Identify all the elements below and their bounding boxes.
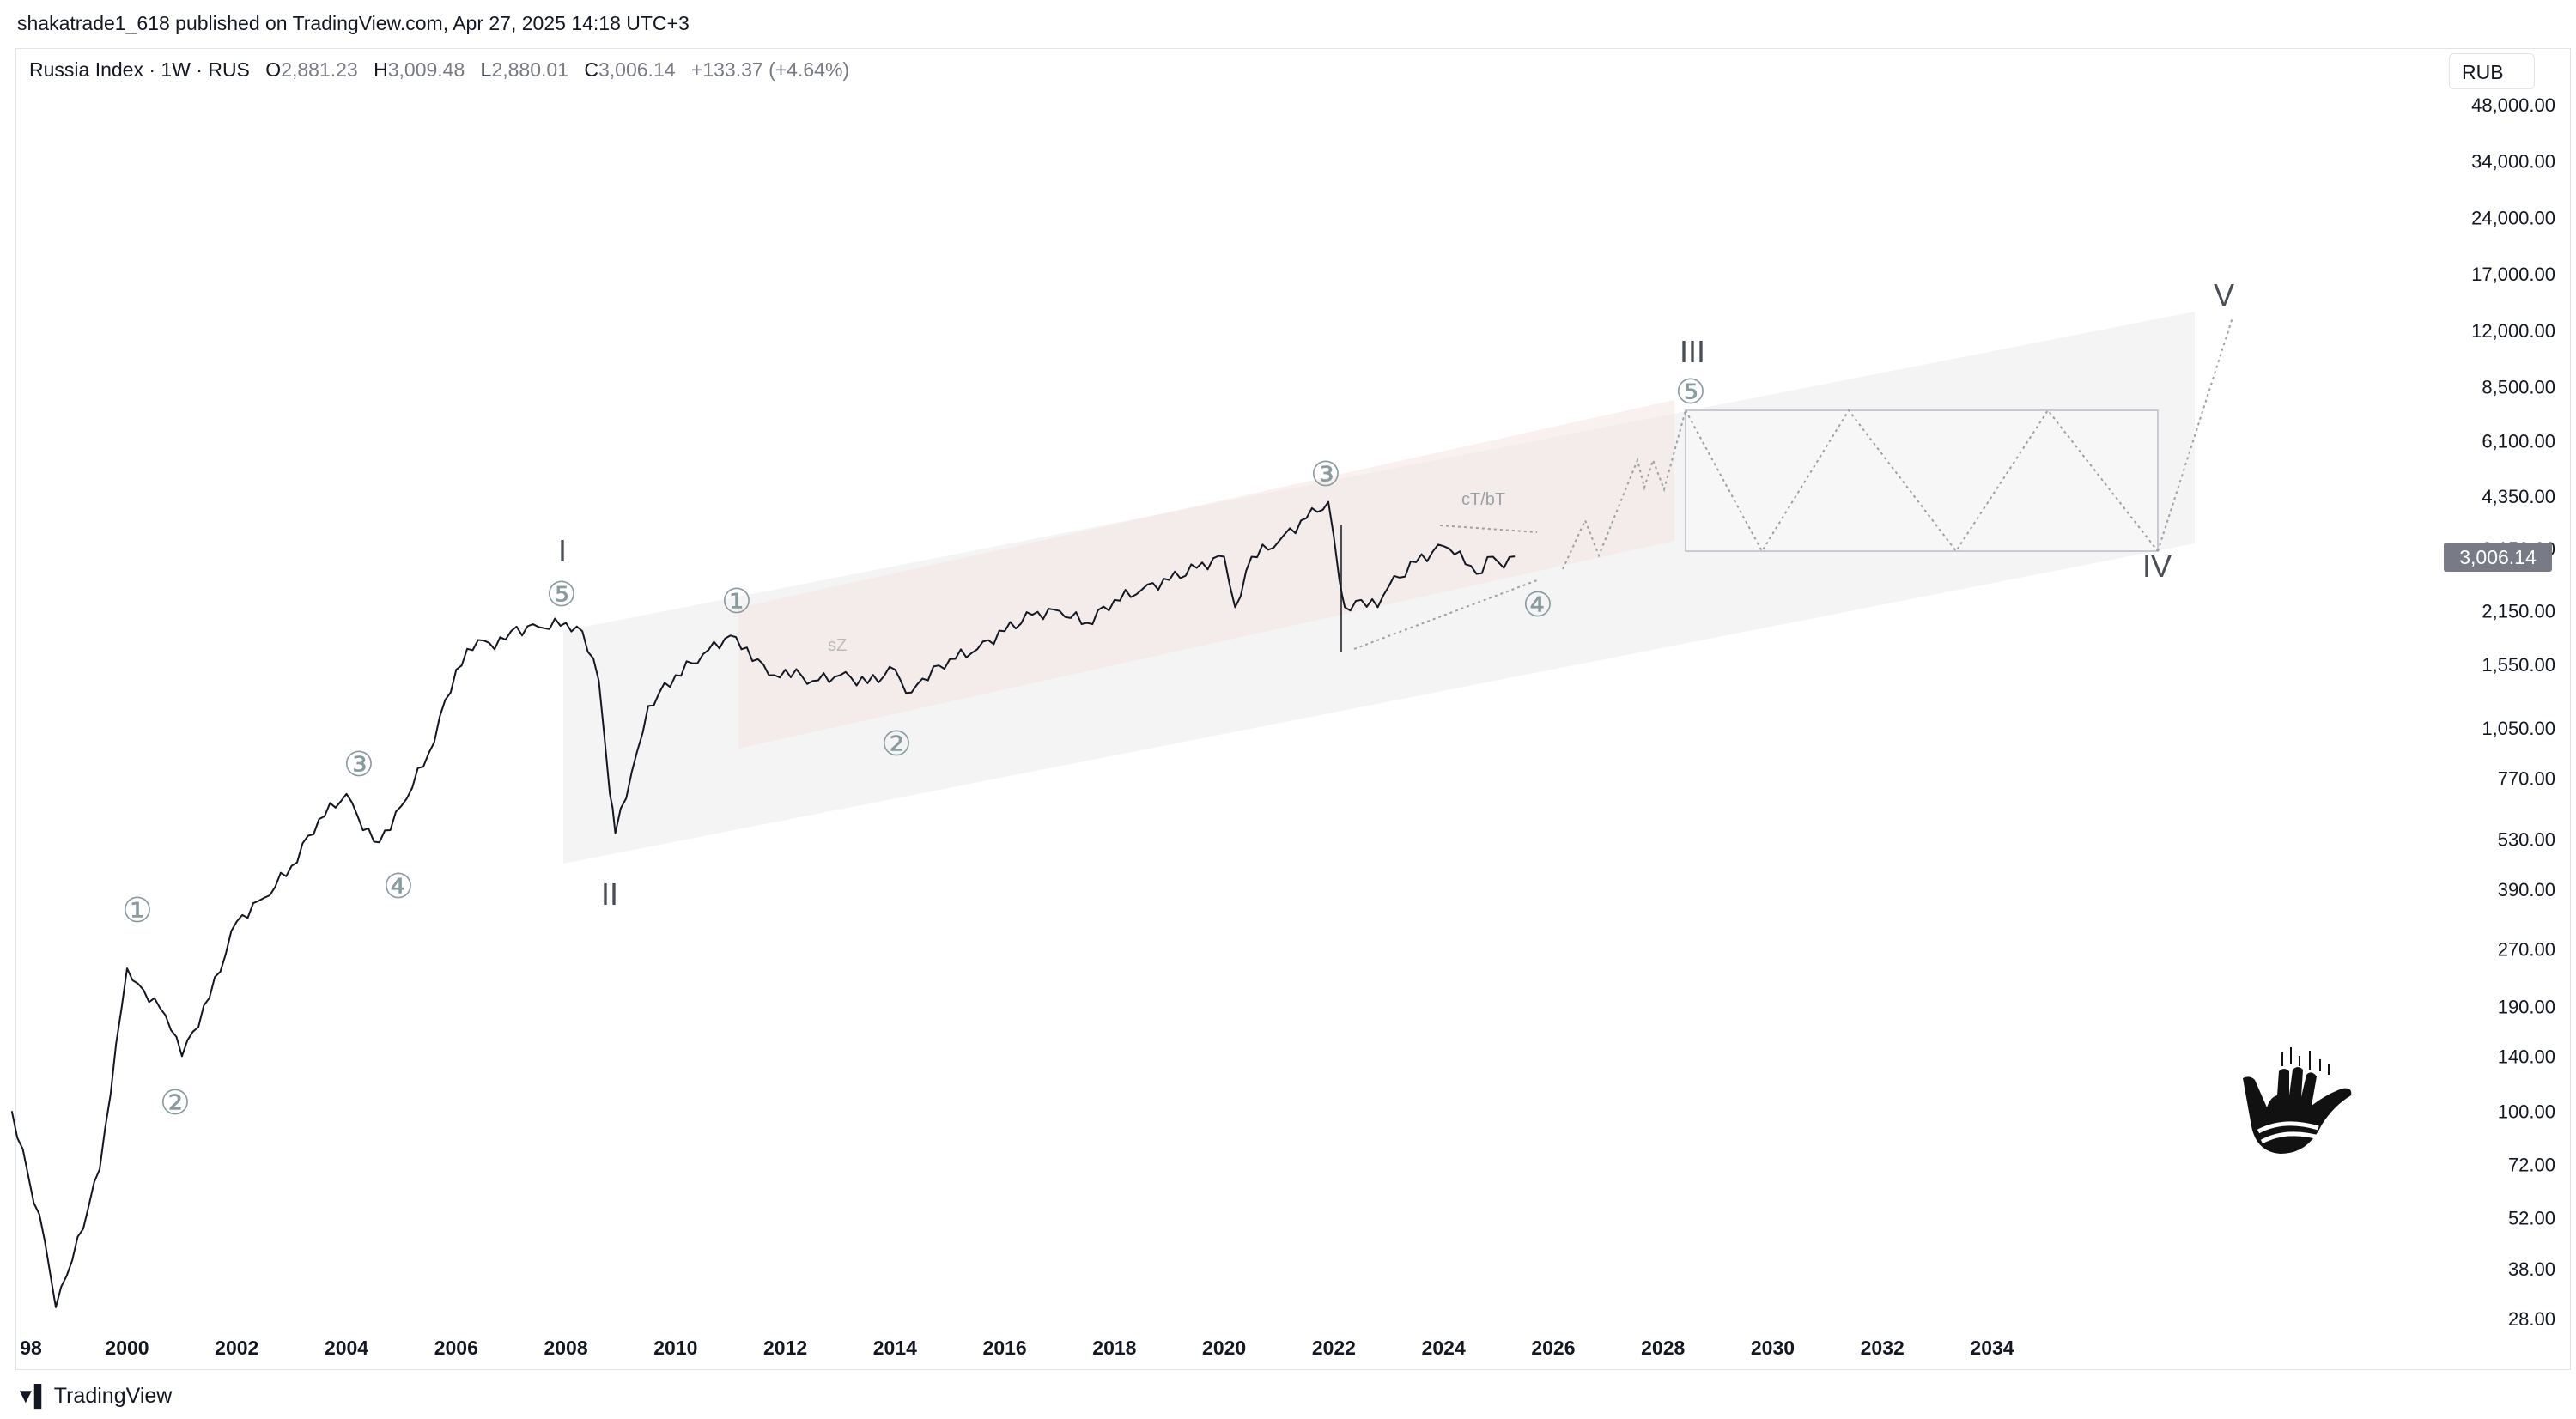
chart-frame[interactable] <box>15 48 2571 1370</box>
x-tick-label: 2030 <box>1751 1337 1795 1359</box>
y-tick-label: 48,000.00 <box>2471 94 2555 116</box>
y-tick-label: 52.00 <box>2508 1207 2555 1228</box>
y-tick-label: 6,100.00 <box>2482 431 2555 452</box>
symbol-legend: Russia Index · 1W · RUS O2,881.23 H3,009… <box>29 58 849 82</box>
wave-label-III: III <box>1680 334 1705 369</box>
wave-label-circled-5-a: ⑤ <box>546 576 577 614</box>
y-tick-label: 28.00 <box>2508 1308 2555 1330</box>
legend-low-label: L <box>480 58 492 81</box>
major-wave-labels: I II III IV V <box>558 277 2234 912</box>
y-tick-label: 17,000.00 <box>2471 264 2555 285</box>
triangle-upper-line <box>1439 525 1538 533</box>
wave-label-I: I <box>558 533 567 568</box>
y-tick-label: 34,000.00 <box>2471 150 2555 172</box>
x-tick-label: 2032 <box>1861 1337 1905 1359</box>
legend-low: 2,880.01 <box>491 58 568 81</box>
x-tick-label: 2020 <box>1202 1337 1246 1359</box>
wave-label-circled-5-b: ⑤ <box>1675 373 1706 411</box>
y-tick-label: 1,050.00 <box>2482 718 2555 739</box>
wave-v-projection <box>2157 317 2233 552</box>
wave-label-circled-1-a: ① <box>122 892 153 930</box>
wave-iv-box <box>1685 409 2159 552</box>
legend-change: +133.37 (+4.64%) <box>690 58 850 81</box>
wave-label-circled-4-b: ④ <box>1522 586 1553 624</box>
x-tick-label: 2024 <box>1422 1337 1466 1359</box>
x-tick-label: 2014 <box>873 1337 917 1359</box>
wave-label-circled-3-b: ③ <box>1310 456 1341 494</box>
x-tick-label: 2034 <box>1970 1337 2014 1359</box>
x-tick-label: 2022 <box>1312 1337 1356 1359</box>
last-price-tag: 3,006.14 <box>2444 543 2552 572</box>
y-tick-label: 270.00 <box>2498 939 2555 961</box>
x-tick-label: 2002 <box>215 1337 258 1359</box>
legend-open-label: O <box>265 58 282 81</box>
sz-label: sZ <box>828 636 847 655</box>
triangle-lower-line <box>1353 579 1538 650</box>
wave-label-circled-2-a: ② <box>160 1084 191 1122</box>
y-tick-label: 72.00 <box>2508 1155 2555 1176</box>
wave-label-circled-1-b: ① <box>721 583 752 621</box>
y-tick-label: 140.00 <box>2498 1046 2555 1067</box>
y-tick-label: 390.00 <box>2498 879 2555 901</box>
shaka-hand-logo <box>2243 1047 2352 1154</box>
legend-high: 3,009.48 <box>387 58 465 81</box>
y-tick-label: 24,000.00 <box>2471 208 2555 229</box>
y-tick-label: 100.00 <box>2498 1101 2555 1122</box>
y-tick-label: 8,500.00 <box>2482 377 2555 398</box>
y-tick-label: 38.00 <box>2508 1258 2555 1280</box>
wave-label-V: V <box>2214 277 2234 312</box>
wave-label-II: II <box>601 876 618 912</box>
wave-label-circled-3-a: ③ <box>343 746 374 784</box>
tradingview-logo-icon: ▼▌ <box>15 1384 49 1408</box>
x-tick-label: 2010 <box>653 1337 697 1359</box>
y-tick-label: 4,350.00 <box>2482 486 2555 507</box>
publisher-line: shakatrade1_618 published on TradingView… <box>17 12 690 34</box>
x-tick-label: 2004 <box>325 1337 368 1359</box>
y-tick-label: 770.00 <box>2498 768 2555 790</box>
wave-4-5-projection <box>1562 409 1686 570</box>
x-tick-label: 2026 <box>1531 1337 1575 1359</box>
x-tick-label: 2006 <box>434 1337 478 1359</box>
legend-close: 3,006.14 <box>598 58 676 81</box>
legend-high-label: H <box>374 58 388 81</box>
price-series-line-0 <box>10 500 1516 1308</box>
y-tick-label: 12,000.00 <box>2471 320 2555 342</box>
x-tick-label: 2012 <box>763 1337 807 1359</box>
y-tick-label: 2,150.00 <box>2482 601 2555 622</box>
y-axis: 48,000.00 34,000.00 24,000.00 17,000.00 12,0… <box>2471 94 2555 1330</box>
legend-open: 2,881.23 <box>281 58 358 81</box>
x-tick-label: 2016 <box>983 1337 1027 1359</box>
legend-symbol: Russia Index · 1W · RUS <box>29 58 250 81</box>
wave-label-circled-4-a: ④ <box>383 868 414 906</box>
wave-label-circled-2-b: ② <box>881 725 912 763</box>
sub-channel <box>738 400 1674 749</box>
x-axis: 98 2000 2002 2004 2006 2008 2010 2012 2014 2016 20… <box>20 1337 2014 1359</box>
price-series-layer <box>10 500 1516 1308</box>
y-tick-label: 530.00 <box>2498 829 2555 851</box>
x-tick-label: 2000 <box>105 1337 149 1359</box>
x-tick-label: 2028 <box>1641 1337 1685 1359</box>
brand-label: TradingView <box>53 1384 173 1408</box>
wave-label-IV: IV <box>2142 549 2172 584</box>
wave-iv-zigzag <box>1685 409 2159 553</box>
ct-bt-label: cT/bT <box>1461 490 1505 509</box>
tradingview-brand[interactable]: ▼▌ TradingView <box>15 1384 172 1409</box>
x-tick-label: 98 <box>20 1337 42 1359</box>
currency-button[interactable]: RUB <box>2449 53 2535 89</box>
legend-close-label: C <box>584 58 598 81</box>
y-tick-label: 190.00 <box>2498 996 2555 1017</box>
x-tick-label: 2008 <box>544 1337 587 1359</box>
y-tick-label: 1,550.00 <box>2482 654 2555 676</box>
x-tick-label: 2018 <box>1092 1337 1136 1359</box>
wave-labels: ① ② ③ ④ ① ② ③ ④ ⑤ ⑤ ⑤ <box>122 373 1706 1122</box>
